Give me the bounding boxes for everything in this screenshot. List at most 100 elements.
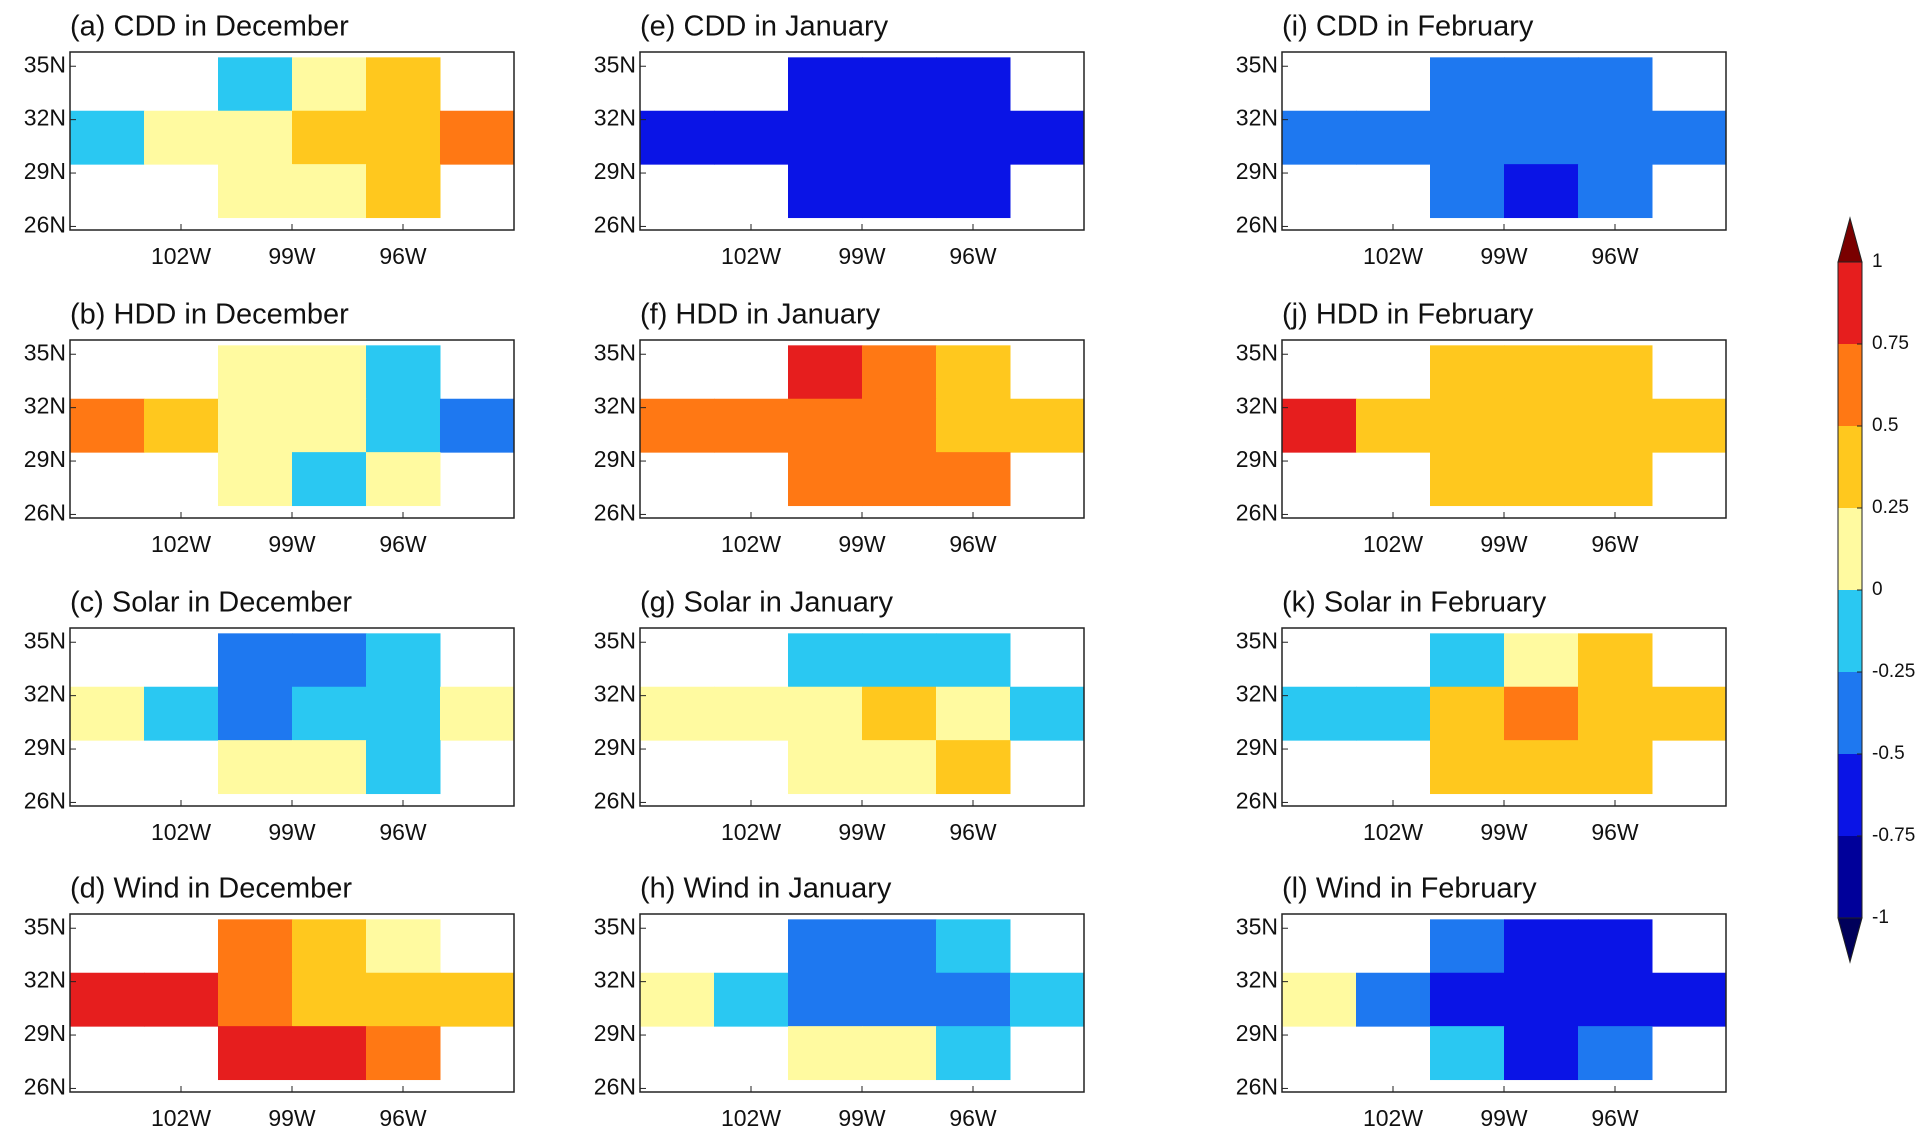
- y-tick-label: 29N: [24, 158, 66, 184]
- grid-cell: [1504, 452, 1579, 507]
- colorbar-label: 0.5: [1872, 415, 1898, 436]
- x-tick-label: 96W: [1591, 531, 1639, 557]
- y-tick-label: 32N: [1236, 105, 1278, 131]
- x-tick-label: 96W: [1591, 819, 1639, 845]
- grid-cell: [788, 398, 863, 453]
- y-tick-label: 26N: [594, 212, 636, 238]
- grid-cell: [1356, 972, 1431, 1027]
- y-tick-label: 32N: [594, 967, 636, 993]
- y-tick-label: 32N: [24, 967, 66, 993]
- panel-title: (a) CDD in December: [70, 11, 349, 43]
- y-tick-label: 26N: [1236, 212, 1278, 238]
- grid-cell: [1430, 452, 1505, 507]
- grid-cell: [862, 972, 937, 1027]
- grid-cell: [1504, 972, 1579, 1027]
- grid-cell: [788, 633, 863, 688]
- x-tick-label: 99W: [1480, 1105, 1528, 1131]
- grid-cell: [640, 398, 715, 453]
- y-tick-label: 35N: [24, 913, 66, 939]
- x-tick-label: 102W: [151, 243, 211, 269]
- grid-cell: [936, 633, 1011, 688]
- x-tick-label: 96W: [379, 531, 427, 557]
- grid-cell: [292, 345, 367, 400]
- grid-cell: [1578, 57, 1653, 112]
- grid-cell: [1504, 398, 1579, 453]
- grid-cell: [218, 972, 293, 1027]
- grid-cell: [218, 686, 293, 741]
- y-tick-label: 29N: [1236, 158, 1278, 184]
- grid-cell: [1578, 633, 1653, 688]
- grid-cell: [144, 110, 219, 165]
- y-tick-label: 32N: [594, 681, 636, 707]
- grid-cell: [292, 633, 367, 688]
- colorbar-band: [1838, 836, 1862, 918]
- y-tick-label: 29N: [1236, 446, 1278, 472]
- grid-cell: [1504, 633, 1579, 688]
- grid-cell: [1430, 686, 1505, 741]
- y-tick-label: 29N: [24, 1020, 66, 1046]
- grid-cell: [1282, 686, 1357, 741]
- grid-cell: [1578, 919, 1653, 974]
- grid-cell: [366, 164, 441, 219]
- grid-cell: [366, 919, 441, 974]
- x-tick-label: 96W: [1591, 1105, 1639, 1131]
- grid-cell: [144, 972, 219, 1027]
- x-tick-label: 102W: [151, 531, 211, 557]
- y-tick-label: 29N: [594, 158, 636, 184]
- grid-cell: [1578, 1026, 1653, 1081]
- grid-cell: [1578, 740, 1653, 795]
- grid-cell: [936, 972, 1011, 1027]
- panel-title: (c) Solar in December: [70, 587, 352, 619]
- y-tick-label: 29N: [594, 734, 636, 760]
- grid-cell: [1356, 110, 1431, 165]
- colorbar-band: [1838, 590, 1862, 672]
- grid-cell: [70, 686, 145, 741]
- grid-cell: [440, 686, 515, 741]
- grid-cell: [1430, 972, 1505, 1027]
- panel-title: (l) Wind in February: [1282, 873, 1537, 905]
- colorbar-label: 1: [1872, 251, 1883, 272]
- y-tick-label: 32N: [24, 393, 66, 419]
- grid-cell: [936, 740, 1011, 795]
- grid-cell: [714, 110, 789, 165]
- x-tick-label: 96W: [949, 531, 997, 557]
- grid-cell: [1430, 740, 1505, 795]
- grid-cell: [218, 57, 293, 112]
- grid-cell: [862, 1026, 937, 1081]
- grid-cell: [862, 740, 937, 795]
- y-tick-label: 32N: [1236, 393, 1278, 419]
- grid-cell: [218, 110, 293, 165]
- x-tick-label: 99W: [838, 1105, 886, 1131]
- grid-cell: [862, 686, 937, 741]
- grid-cell: [862, 345, 937, 400]
- y-tick-label: 26N: [24, 1074, 66, 1100]
- grid-cell: [1010, 398, 1085, 453]
- x-tick-label: 102W: [721, 243, 781, 269]
- y-tick-label: 26N: [1236, 1074, 1278, 1100]
- grid-cell: [218, 398, 293, 453]
- y-tick-label: 35N: [24, 627, 66, 653]
- grid-cell: [1652, 110, 1727, 165]
- y-tick-label: 35N: [1236, 339, 1278, 365]
- x-tick-label: 96W: [379, 819, 427, 845]
- x-tick-label: 99W: [268, 531, 316, 557]
- y-tick-label: 26N: [1236, 500, 1278, 526]
- grid-cell: [862, 919, 937, 974]
- grid-cell: [366, 686, 441, 741]
- panel-title: (e) CDD in January: [640, 11, 889, 43]
- x-tick-label: 96W: [379, 1105, 427, 1131]
- colorbar-band: [1838, 262, 1862, 344]
- grid-cell: [936, 919, 1011, 974]
- y-tick-label: 26N: [24, 788, 66, 814]
- grid-cell: [1356, 686, 1431, 741]
- grid-cell: [1430, 110, 1505, 165]
- grid-cell: [218, 740, 293, 795]
- grid-cell: [1010, 972, 1085, 1027]
- grid-cell: [788, 740, 863, 795]
- x-tick-label: 102W: [721, 819, 781, 845]
- grid-cell: [292, 57, 367, 112]
- x-tick-label: 102W: [151, 819, 211, 845]
- grid-cell: [440, 110, 515, 165]
- grid-cell: [714, 398, 789, 453]
- grid-cell: [640, 686, 715, 741]
